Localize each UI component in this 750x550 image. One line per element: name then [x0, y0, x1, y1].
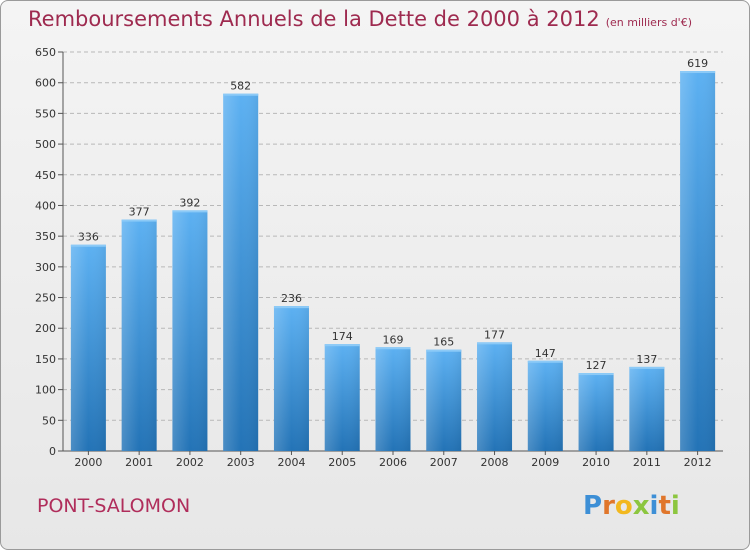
- bar-top: [578, 373, 614, 376]
- x-tick-label: 2009: [531, 456, 559, 469]
- y-tick-label: 550: [35, 107, 56, 120]
- data-label: 169: [383, 333, 404, 346]
- y-tick-label: 50: [42, 414, 56, 427]
- logo-letter: x: [632, 491, 650, 521]
- x-tick-label: 2005: [328, 456, 356, 469]
- data-label: 127: [586, 359, 607, 372]
- logo-letter: i: [670, 491, 680, 521]
- bar-top: [273, 306, 309, 309]
- bar-shine: [121, 219, 157, 451]
- bar-top: [629, 366, 665, 369]
- chart-title-text: Remboursements Annuels de la Dette de 20…: [28, 7, 600, 31]
- bar-top: [70, 244, 106, 247]
- y-tick-label: 400: [35, 199, 56, 212]
- y-tick-label: 300: [35, 261, 56, 274]
- y-tick-label: 150: [35, 353, 56, 366]
- bar-top: [121, 219, 157, 222]
- bar-shine: [578, 373, 614, 451]
- x-tick-label: 2007: [430, 456, 458, 469]
- x-tick-label: 2010: [582, 456, 610, 469]
- y-tick-label: 100: [35, 384, 56, 397]
- x-tick-label: 2000: [74, 456, 102, 469]
- bar-shine: [680, 71, 716, 451]
- y-tick-label: 650: [35, 46, 56, 59]
- proxiti-logo: Proxiti: [583, 491, 680, 521]
- x-tick-label: 2003: [227, 456, 255, 469]
- x-tick-label: 2012: [684, 456, 712, 469]
- logo-letter: P: [583, 491, 603, 521]
- y-tick-label: 350: [35, 230, 56, 243]
- chart-title: Remboursements Annuels de la Dette de 20…: [28, 7, 692, 31]
- y-tick-label: 500: [35, 138, 56, 151]
- bar-top: [375, 347, 411, 350]
- x-tick-label: 2001: [125, 456, 153, 469]
- city-name: PONT-SALOMON: [37, 495, 191, 517]
- labels: 0 50 100 150 200 250 300 350 400 450 500 550 600 650 3…: [35, 46, 712, 469]
- bar-top: [223, 93, 259, 96]
- data-label: 174: [332, 330, 353, 343]
- y-tick-label: 600: [35, 77, 56, 90]
- bar-top: [324, 344, 360, 347]
- y-tick-label: 200: [35, 322, 56, 335]
- x-tick-label: 2002: [176, 456, 204, 469]
- y-tick-label: 250: [35, 292, 56, 305]
- bar-top: [477, 342, 513, 345]
- bar-top: [680, 71, 716, 74]
- bar-top: [172, 210, 208, 213]
- bar-shine: [527, 360, 563, 451]
- bar-shine: [172, 210, 208, 451]
- bar-top: [527, 360, 563, 363]
- data-label: 392: [179, 196, 200, 209]
- y-tick-label: 0: [49, 445, 56, 458]
- logo-letter: t: [658, 491, 671, 521]
- unit-note: (en milliers d'€): [605, 16, 692, 29]
- data-label: 137: [636, 353, 657, 366]
- data-label: 177: [484, 328, 505, 341]
- bar-shine: [324, 344, 360, 451]
- x-tick-label: 2011: [633, 456, 661, 469]
- x-tick-label: 2006: [379, 456, 407, 469]
- logo-letter: i: [649, 491, 659, 521]
- data-label: 582: [230, 80, 251, 93]
- bar-shine: [70, 244, 106, 451]
- bar-shine: [375, 347, 411, 451]
- bar-shine: [477, 342, 513, 451]
- bar-shine: [629, 366, 665, 451]
- bars: [70, 71, 716, 451]
- data-label: 147: [535, 347, 556, 360]
- bar-shine: [223, 93, 259, 451]
- bar-shine: [273, 306, 309, 451]
- bar-top: [426, 349, 462, 352]
- data-label: 236: [281, 292, 302, 305]
- bar-shine: [426, 349, 462, 451]
- data-label: 165: [433, 336, 454, 349]
- data-label: 336: [78, 231, 99, 244]
- x-tick-label: 2004: [277, 456, 305, 469]
- logo-letter: o: [614, 491, 633, 521]
- logo-letter: r: [602, 491, 615, 521]
- y-tick-label: 450: [35, 169, 56, 182]
- x-tick-label: 2008: [481, 456, 509, 469]
- data-label: 619: [687, 57, 708, 70]
- data-label: 377: [129, 206, 150, 219]
